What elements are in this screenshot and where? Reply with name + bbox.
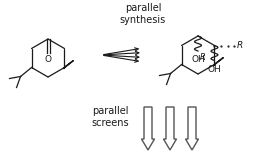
Text: O: O xyxy=(44,55,52,64)
Text: parallel
synthesis: parallel synthesis xyxy=(120,3,166,25)
Text: R: R xyxy=(200,53,206,62)
Polygon shape xyxy=(63,61,73,69)
Text: R: R xyxy=(236,41,243,50)
Text: parallel
screens: parallel screens xyxy=(91,106,129,128)
Text: OH: OH xyxy=(191,55,205,64)
Text: OH: OH xyxy=(208,65,221,73)
Polygon shape xyxy=(213,58,224,66)
